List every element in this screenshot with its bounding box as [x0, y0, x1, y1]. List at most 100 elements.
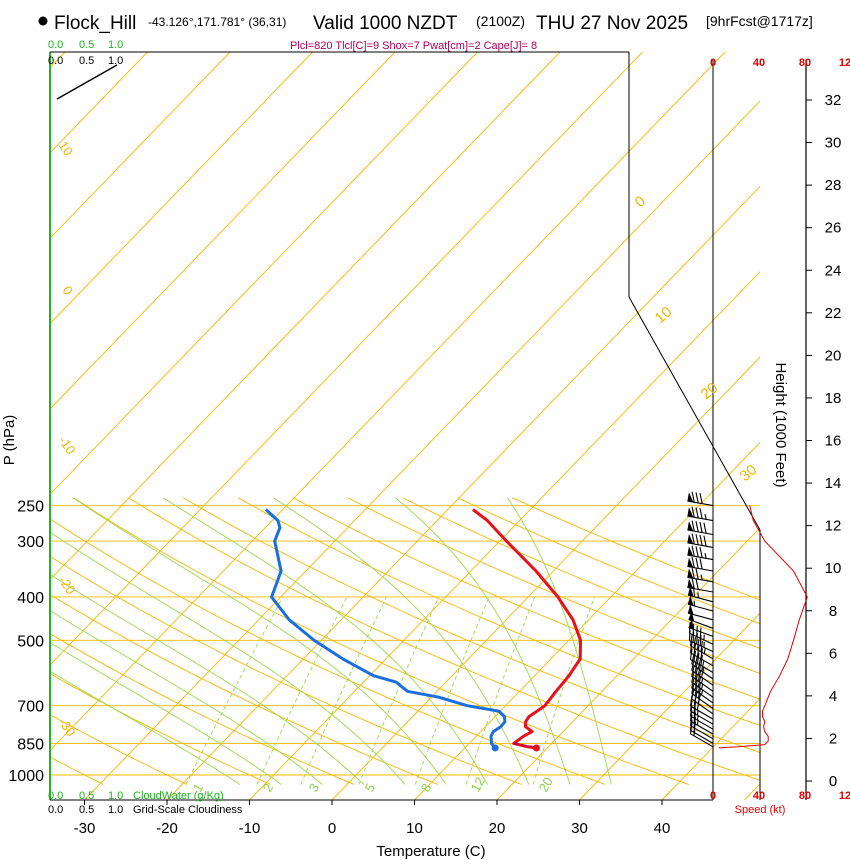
speed-tick-bottom: 0	[710, 790, 716, 802]
wind-barb-staff	[687, 603, 714, 612]
wind-barb-flag	[693, 707, 697, 719]
wind-barb-flag	[689, 705, 693, 717]
isotherm-line	[50, 52, 313, 325]
height-tick-label: 22	[825, 305, 842, 322]
wind-barb-flag	[697, 658, 702, 669]
cloud-water-tick-top: 1.0	[108, 39, 123, 51]
parcel-line	[513, 742, 534, 748]
wind-barb-flag	[694, 668, 698, 679]
wind-barb-flag	[694, 661, 698, 673]
temp-tick-label: 0	[328, 820, 336, 837]
moist-adiabat-line	[395, 497, 571, 785]
wind-barb-flag	[703, 522, 707, 534]
wind-barb-pennant	[687, 546, 694, 557]
wind-barb-staff	[691, 693, 714, 709]
wind-barb-flag	[694, 679, 698, 691]
isotherm-line	[50, 52, 148, 154]
cloudiness-tick-top: 1.0	[108, 55, 123, 67]
wind-barb-flag	[691, 491, 695, 503]
pressure-tick-label: 1000	[8, 768, 44, 785]
wind-barb	[691, 677, 714, 704]
adiabat-label: -20	[56, 573, 79, 597]
dry-adiabat-line	[50, 756, 104, 785]
wind-barb	[687, 520, 714, 536]
wind-barb	[687, 586, 714, 603]
dry-adiabat-line	[50, 633, 355, 785]
wind-barb-halfflag	[700, 677, 704, 684]
wind-barb-flag	[695, 507, 699, 519]
speed-axis-label: Speed (kt)	[735, 804, 786, 816]
dry-adiabat-line	[182, 497, 760, 754]
moist-adiabat-line	[50, 610, 323, 785]
wind-barb	[687, 557, 714, 572]
dry-adiabat-line	[50, 593, 438, 785]
wind-barb-flag	[693, 712, 697, 724]
height-tick-label: 28	[825, 177, 842, 194]
temp-tick-label: -20	[156, 820, 178, 837]
height-tick-label: 30	[825, 135, 842, 152]
wind-barbs	[687, 491, 714, 748]
adiabat-label: 0	[60, 283, 76, 298]
height-tick-label: 4	[829, 688, 837, 705]
dry-adiabat-line	[347, 497, 760, 674]
temp-tick-label: 20	[489, 820, 506, 837]
cloud-water-tick-top: 0.0	[48, 39, 63, 51]
wind-barb-halfflag	[704, 514, 707, 520]
temp-tick-label: -10	[239, 820, 261, 837]
mixing-ratio-line	[185, 596, 284, 785]
isotherm-line	[50, 52, 726, 751]
temperature-line	[471, 508, 582, 750]
dry-adiabat-line	[292, 497, 760, 700]
cloudiness-tick-bottom: 1.0	[108, 804, 123, 816]
isotherm-line	[50, 52, 561, 581]
wind-barb-staff	[691, 687, 714, 704]
temp-tick-label: 10	[406, 820, 423, 837]
cloudiness-tick-bottom: 0.5	[79, 804, 94, 816]
height-tick-label: 14	[825, 475, 842, 492]
adiabat-label: 10	[56, 138, 77, 158]
y-axis-title: P (hPa)	[1, 415, 18, 466]
right-frame-line	[628, 52, 761, 800]
wind-barb-halfflag	[700, 689, 704, 695]
wind-barb-flag	[691, 520, 695, 532]
mixing-ratio-line	[358, 596, 440, 785]
wind-barb-flag	[699, 547, 703, 558]
wind-barb-flag	[689, 710, 693, 722]
cloud-water-tick-bottom: 0.5	[79, 790, 94, 802]
isotherm-line	[166, 185, 760, 800]
wind-barb-flag	[691, 567, 695, 579]
wind-barb-flag	[693, 697, 697, 709]
wind-barb-flag	[696, 639, 700, 650]
wind-barb-flag	[693, 644, 697, 655]
wind-barb	[687, 506, 714, 522]
cloud-water-tick-bottom: 1.0	[108, 790, 123, 802]
background-lines	[50, 52, 760, 800]
wind-barb	[689, 723, 714, 748]
mixing-ratio-label: 12	[468, 774, 488, 794]
height-tick-label: 10	[825, 560, 842, 577]
wind-barb-flag	[693, 650, 697, 662]
pressure-tick-label: 700	[17, 699, 44, 716]
dry-adiabat-line	[73, 497, 689, 785]
wind-barb-pennant	[687, 534, 694, 544]
wind-barb-flag	[699, 558, 703, 570]
wind-barb-flag	[700, 648, 703, 659]
wind-barb-flag	[694, 685, 698, 697]
wind-barb-pennant	[687, 595, 694, 606]
cloudiness-tick-top: 0.0	[48, 55, 63, 67]
moist-adiabat-line	[50, 670, 241, 785]
wind-barb-flag	[696, 646, 700, 657]
wind-barb-halfflag	[696, 719, 699, 726]
wind-barb-pennant	[687, 492, 694, 503]
speed-tick-top: 0	[710, 57, 716, 69]
wind-barb-flag	[700, 666, 705, 678]
speed-tick-top: 40	[753, 57, 765, 69]
wind-barb-flag	[689, 648, 693, 660]
forecast-date: THU 27 Nov 2025	[536, 13, 688, 34]
height-axis-title: Height (1000 Feet)	[772, 362, 789, 487]
wind-barb-flag	[694, 673, 698, 685]
x-axis-title: Temperature (C)	[376, 843, 485, 860]
wind-barb-halfflag	[693, 600, 696, 607]
isotherm-label: 20	[698, 379, 722, 403]
dry-adiabat-line	[237, 497, 760, 726]
